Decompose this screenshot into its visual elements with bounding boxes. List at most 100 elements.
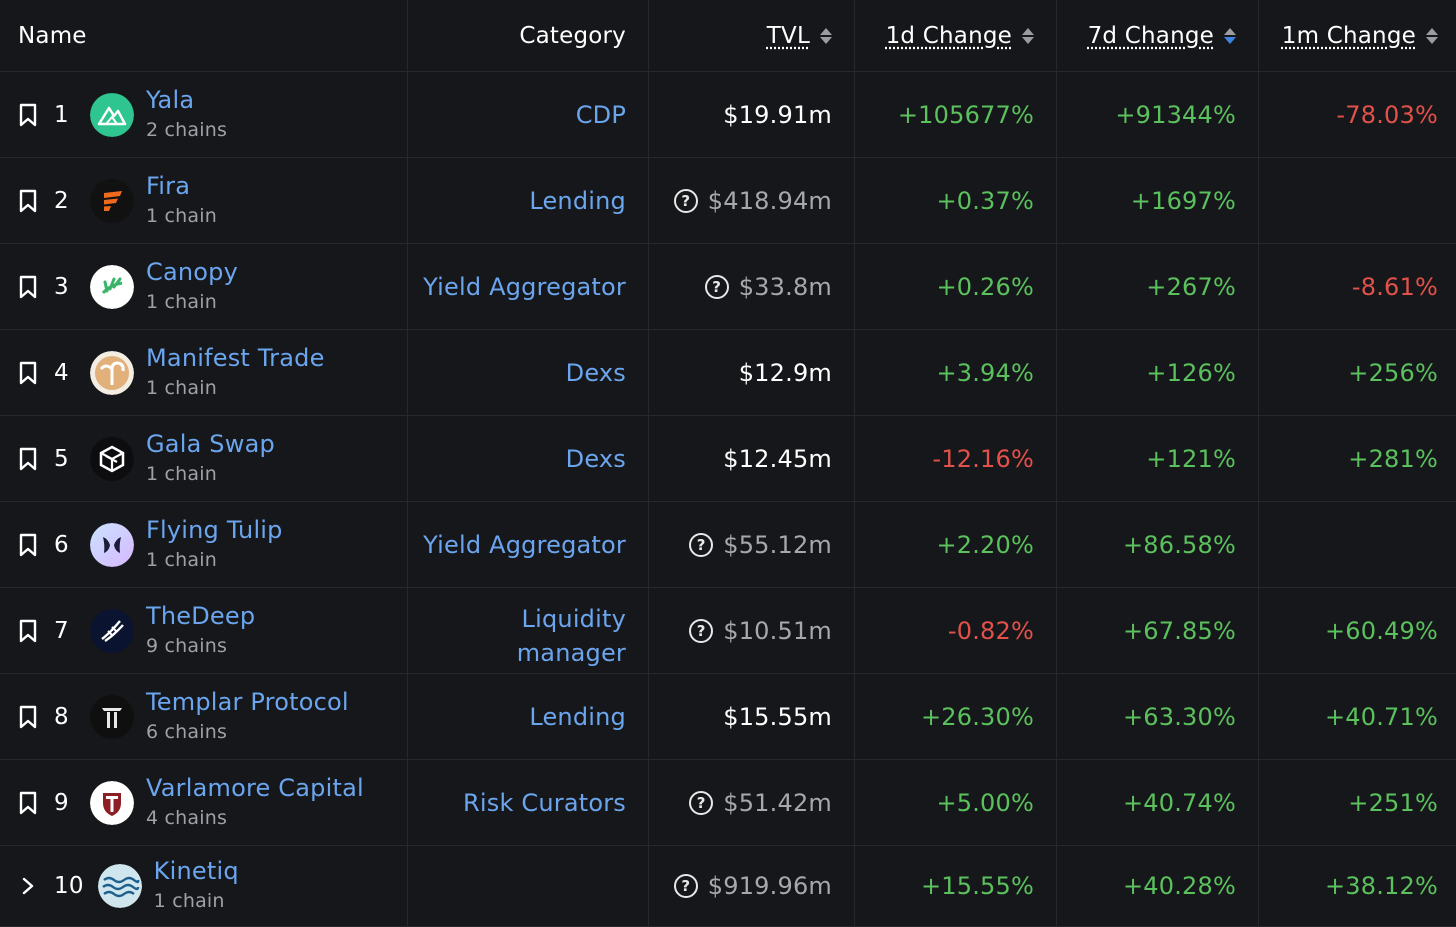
column-header-tvl[interactable]: TVL [649,0,855,71]
change-1m-cell: +40.71% [1259,674,1456,759]
change-7d-value: +63.30% [1122,702,1236,731]
bookmark-icon[interactable] [16,188,40,214]
name-cell: 3 Canopy 1 chain [0,244,408,329]
chain-count: 2 chains [146,118,228,141]
rank-number: 7 [54,617,69,644]
change-7d-cell: +67.85% [1057,588,1259,673]
protocol-name-link[interactable]: TheDeep [146,601,256,630]
protocol-name-link[interactable]: Flying Tulip [146,515,283,544]
category-link[interactable]: Liquidity manager [516,604,626,667]
change-1d-value: +0.26% [936,272,1034,301]
change-7d-cell: +40.74% [1057,760,1259,845]
protocol-name-link[interactable]: Gala Swap [146,429,275,458]
protocol-name-link[interactable]: Templar Protocol [146,687,349,716]
name-cell: 6 Flying Tulip 1 chain [0,502,408,587]
table-row: 9 Varlamore Capital 4 chains Risk Curato… [0,760,1456,846]
protocol-name-link[interactable]: Varlamore Capital [146,773,364,802]
category-link[interactable]: Lending [529,186,626,215]
change-1d-cell: -0.82% [855,588,1057,673]
category-cell: Liquidity manager [408,588,649,673]
tvl-value: $12.45m [723,444,832,473]
category-link[interactable]: CDP [575,100,626,129]
change-7d-cell: +63.30% [1057,674,1259,759]
category-link[interactable]: Yield Aggregator [423,272,626,301]
category-link[interactable]: Dexs [565,444,626,473]
category-link[interactable]: Risk Curators [463,788,626,817]
chain-count: 1 chain [146,204,217,227]
column-header-1d-change[interactable]: 1d Change [855,0,1057,71]
bookmark-icon[interactable] [16,446,40,472]
name-cell: 8 Templar Protocol 6 chains [0,674,408,759]
tvl-cell: $12.9m [649,330,855,415]
rank-number: 2 [54,187,69,214]
bookmark-icon[interactable] [16,618,40,644]
name-cell: 4 Manifest Trade 1 chain [0,330,408,415]
tvl-cell: ? $919.96m [649,846,855,926]
change-1m-value: +281% [1348,444,1438,473]
tvl-cell: ? $51.42m [649,760,855,845]
category-link[interactable]: Dexs [565,358,626,387]
chain-count: 1 chain [146,548,217,571]
thedeep-logo [90,608,134,653]
column-header-7d-change[interactable]: 7d Change [1057,0,1259,71]
sort-1d-change-button[interactable]: 1d Change [886,23,1034,49]
chain-count: 1 chain [153,890,225,912]
question-circle-icon[interactable]: ? [673,188,698,213]
category-link[interactable]: Lending [529,702,626,731]
category-cell: Dexs [408,416,649,501]
sort-7d-change-button[interactable]: 7d Change [1088,23,1236,49]
chevron-right-icon[interactable] [16,873,40,899]
table-row: 3 Canopy 1 chain Yield Aggregator ? $33.8… [0,244,1456,330]
change-1d-cell: +0.37% [855,158,1057,243]
column-header-1m-change[interactable]: 1m Change [1259,0,1456,71]
protocol-name-link[interactable]: Fira [146,171,191,200]
protocol-name-link[interactable]: Manifest Trade [146,343,325,372]
name-cell: 1 Yala 2 chains [0,72,408,157]
chain-count: 6 chains [146,720,228,743]
sort-arrows-icon [1224,27,1236,44]
change-7d-value: +267% [1146,272,1236,301]
rank-number: 10 [54,873,84,899]
question-circle-icon[interactable]: ? [689,532,714,557]
rank-number: 5 [54,445,69,472]
change-7d-value: +121% [1146,444,1236,473]
change-1d-cell: +3.94% [855,330,1057,415]
bookmark-icon[interactable] [16,274,40,300]
question-circle-icon[interactable]: ? [704,274,729,299]
column-header-category: Category [408,0,649,71]
category-link[interactable]: Yield Aggregator [423,530,626,559]
change-1d-cell: -12.16% [855,416,1057,501]
change-1d-value: -0.82% [947,616,1034,645]
category-cell: Lending [408,158,649,243]
bookmark-icon[interactable] [16,102,40,128]
change-1m-value: -78.03% [1336,100,1438,129]
chain-count: 1 chain [146,462,217,485]
protocol-name-link[interactable]: Kinetiq [153,857,239,885]
question-circle-icon[interactable]: ? [689,790,714,815]
protocol-name-link[interactable]: Yala [146,85,195,114]
change-7d-value: +126% [1146,358,1236,387]
sort-1m-change-button[interactable]: 1m Change [1282,23,1438,49]
change-1d-value: +3.94% [936,358,1034,387]
change-7d-value: +86.58% [1122,530,1236,559]
bookmark-icon[interactable] [16,360,40,386]
change-7d-value: +40.28% [1122,872,1236,900]
change-7d-cell: +91344% [1057,72,1259,157]
bookmark-icon[interactable] [16,704,40,730]
category-cell: Yield Aggregator [408,502,649,587]
bookmark-icon[interactable] [16,532,40,558]
question-circle-icon[interactable]: ? [689,618,714,643]
tvl-cell: $15.55m [649,674,855,759]
name-cell: 2 Fira 1 chain [0,158,408,243]
gala-logo [90,436,134,481]
bookmark-icon[interactable] [16,790,40,816]
tvl-cell: ? $55.12m [649,502,855,587]
change-1d-value: +105677% [897,100,1034,129]
name-cell: 5 Gala Swap 1 chain [0,416,408,501]
question-circle-icon[interactable]: ? [673,874,698,898]
change-7d-cell: +121% [1057,416,1259,501]
sort-tvl-button[interactable]: TVL [767,23,832,49]
tvl-value: $51.42m [723,788,832,817]
protocol-name-link[interactable]: Canopy [146,257,238,286]
change-1m-cell: +281% [1259,416,1456,501]
